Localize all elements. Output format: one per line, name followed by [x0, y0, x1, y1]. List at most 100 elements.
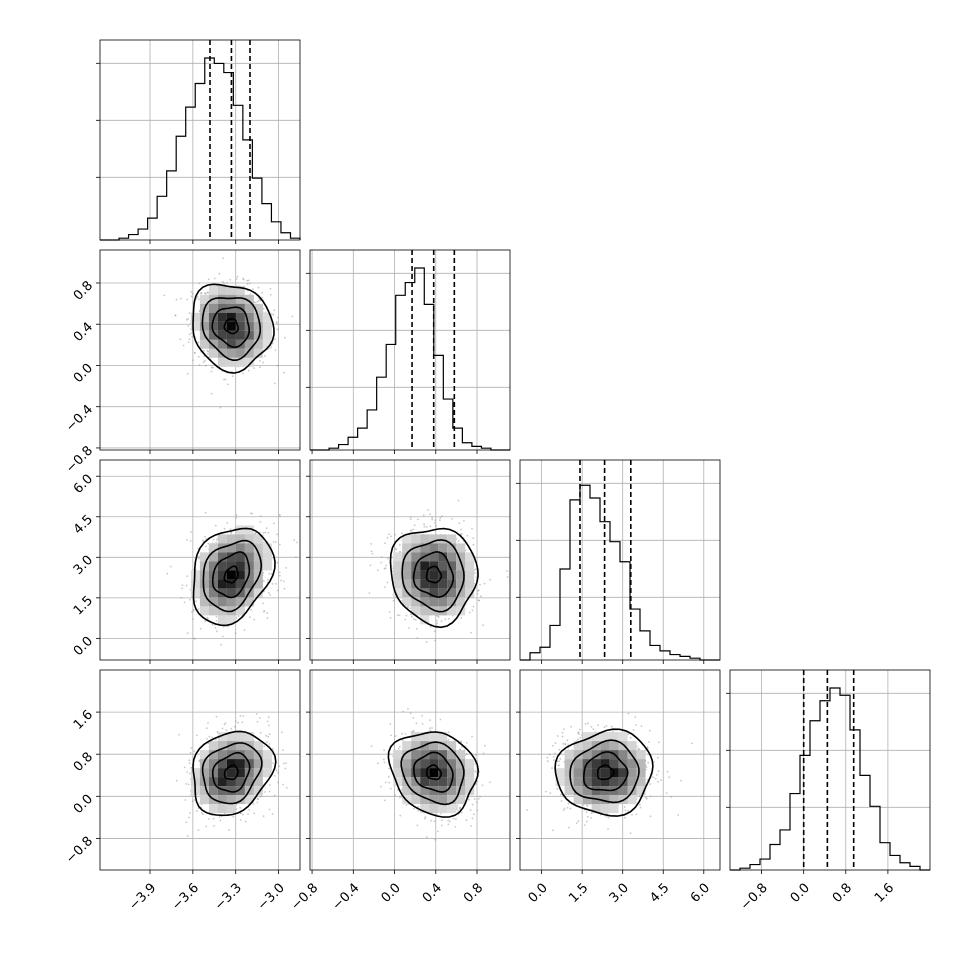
density-cell	[393, 579, 403, 589]
scatter-point	[444, 618, 447, 621]
scatter-point	[434, 838, 437, 841]
scatter-point	[281, 731, 283, 734]
scatter-point	[263, 610, 265, 613]
scatter-point	[409, 529, 412, 532]
scatter-point	[455, 818, 457, 820]
scatter-point	[394, 735, 397, 737]
density-cell	[465, 570, 475, 580]
density-cell	[226, 339, 236, 349]
density-cell	[447, 552, 457, 562]
scatter-point	[435, 525, 437, 527]
scatter-point	[424, 816, 427, 819]
density-cell	[208, 750, 218, 760]
density-cell	[253, 552, 263, 562]
contour-level-2	[211, 551, 251, 599]
density-cell	[199, 768, 209, 778]
density-cell	[235, 750, 245, 760]
density-cell	[429, 597, 439, 607]
density-cell	[429, 534, 439, 544]
scatter-point	[457, 809, 459, 812]
scatter-point	[246, 279, 248, 282]
scatter-point	[470, 825, 472, 827]
density-cell	[217, 357, 227, 367]
contour-level-0	[192, 527, 276, 627]
scatter-point	[285, 786, 288, 789]
scatter-point	[228, 829, 230, 832]
scatter-point	[237, 615, 240, 618]
scatter-point	[370, 745, 373, 748]
scatter-point	[222, 626, 225, 628]
scatter-point	[166, 572, 169, 575]
density-cell	[402, 543, 412, 553]
scatter-point	[175, 298, 178, 301]
scatter-point	[186, 539, 188, 541]
density-cell	[190, 321, 200, 331]
scatter-point	[447, 823, 450, 826]
scatter-point	[402, 710, 404, 713]
density-cell	[447, 561, 457, 571]
density-cell	[456, 561, 466, 571]
scatter-point	[480, 595, 482, 598]
scatter-point	[226, 281, 229, 284]
scatter-point	[264, 531, 267, 534]
scatter-point	[404, 618, 407, 621]
scatter-point	[483, 582, 486, 585]
scatter-point	[268, 784, 271, 786]
scatter-point	[478, 599, 481, 602]
density-cell	[217, 285, 227, 295]
density-cell	[217, 795, 227, 805]
density-cell	[199, 552, 209, 562]
scatter-point	[273, 309, 276, 312]
scatter-point	[215, 541, 218, 544]
density-cell	[438, 552, 448, 562]
scatter-point	[401, 732, 403, 735]
scatter-point	[183, 601, 186, 604]
contour-level-3	[223, 565, 239, 584]
density-cell	[235, 795, 245, 805]
panel-frame	[519, 459, 721, 661]
density-cell	[393, 552, 403, 562]
scatter-point	[198, 298, 200, 301]
scatter-point	[255, 713, 258, 715]
density-cell	[208, 759, 218, 769]
density-cell	[393, 777, 403, 787]
scatter-point	[421, 714, 423, 717]
scatter-point	[198, 557, 201, 560]
scatter-point	[198, 364, 201, 367]
density-cell	[429, 570, 439, 580]
scatter-point	[186, 298, 189, 301]
scatter-point	[441, 819, 443, 821]
panel-body	[163, 257, 294, 409]
contour-level-1	[201, 742, 263, 805]
scatter-point	[272, 540, 275, 543]
scatter-point	[471, 527, 473, 530]
scatter-point	[447, 738, 450, 741]
scatter-point	[284, 336, 286, 339]
density-cell	[235, 285, 245, 295]
scatter-point	[479, 584, 481, 586]
scatter-point	[440, 620, 443, 623]
scatter-point	[181, 587, 183, 590]
scatter-point	[276, 328, 279, 331]
density-cell	[253, 561, 263, 571]
scatter-point	[226, 383, 229, 386]
density-cell	[402, 534, 412, 544]
density-cell	[411, 597, 421, 607]
density-cell	[402, 768, 412, 778]
scatter-point	[476, 780, 479, 783]
scatter-point	[267, 578, 269, 581]
scatter-point	[452, 817, 455, 820]
scatter-point	[479, 795, 481, 798]
scatter-point	[277, 781, 279, 784]
scatter-point	[400, 788, 403, 791]
density-cell	[393, 561, 403, 571]
scatter-point	[396, 614, 399, 616]
scatter-point	[202, 539, 204, 542]
scatter-point	[412, 716, 415, 719]
density-cell	[465, 561, 475, 571]
density-cell	[217, 741, 227, 751]
density-cell	[235, 534, 245, 544]
scatter-point	[237, 721, 240, 724]
scatter-point	[205, 545, 207, 548]
density-cell	[447, 570, 457, 580]
